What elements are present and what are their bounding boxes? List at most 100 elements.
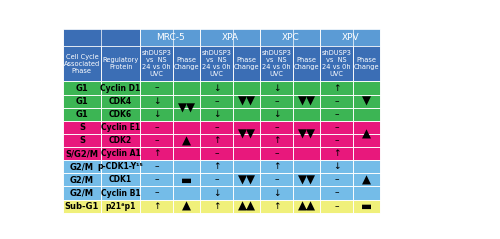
- Bar: [233, 160, 260, 173]
- Bar: [260, 81, 293, 95]
- Text: ▬: ▬: [361, 200, 372, 213]
- Bar: [260, 186, 293, 200]
- Bar: [101, 186, 140, 200]
- Text: ↑: ↑: [213, 136, 220, 145]
- Text: Cyclin B1: Cyclin B1: [101, 189, 140, 197]
- Bar: [293, 134, 320, 147]
- Bar: [200, 81, 233, 95]
- Text: S: S: [79, 136, 85, 145]
- Bar: [173, 147, 200, 160]
- Text: XPC: XPC: [282, 33, 299, 42]
- Text: –: –: [154, 189, 158, 197]
- Bar: [320, 121, 353, 134]
- Text: –: –: [154, 123, 158, 132]
- Bar: [101, 121, 140, 134]
- Text: –: –: [214, 97, 219, 106]
- Bar: [320, 160, 353, 173]
- Text: ↓: ↓: [213, 84, 220, 92]
- Bar: [260, 95, 293, 108]
- Text: ↑: ↑: [152, 149, 160, 158]
- Bar: [293, 121, 320, 134]
- Bar: [320, 200, 353, 213]
- Text: ▼▼: ▼▼: [298, 127, 316, 141]
- Bar: [173, 121, 200, 134]
- Text: S/G2/M: S/G2/M: [66, 149, 98, 158]
- Bar: [140, 95, 173, 108]
- Text: –: –: [334, 110, 339, 119]
- Bar: [233, 81, 260, 95]
- Text: ↑: ↑: [273, 202, 280, 211]
- Text: Sub-G1: Sub-G1: [64, 202, 99, 211]
- Bar: [140, 121, 173, 134]
- Bar: [62, 121, 101, 134]
- Text: ▼▼: ▼▼: [238, 174, 256, 186]
- Bar: [260, 173, 293, 186]
- Text: –: –: [154, 162, 158, 171]
- Bar: [140, 134, 173, 147]
- Bar: [140, 200, 173, 213]
- Text: ↓: ↓: [273, 189, 280, 197]
- Text: –: –: [274, 97, 279, 106]
- Bar: [101, 147, 140, 160]
- Bar: [62, 134, 101, 147]
- Bar: [200, 173, 233, 186]
- Text: –: –: [154, 175, 158, 185]
- Text: ↓: ↓: [273, 110, 280, 119]
- Text: –: –: [334, 97, 339, 106]
- Bar: [260, 46, 293, 81]
- Text: Cyclin A1: Cyclin A1: [101, 149, 140, 158]
- Text: ↑: ↑: [333, 149, 340, 158]
- Bar: [173, 46, 200, 81]
- Text: p21ᶞp1: p21ᶞp1: [106, 202, 136, 211]
- Bar: [200, 46, 233, 81]
- Text: G2/M: G2/M: [70, 175, 94, 185]
- Bar: [293, 186, 320, 200]
- Text: –: –: [334, 202, 339, 211]
- Bar: [233, 200, 260, 213]
- Bar: [353, 186, 380, 200]
- Text: shDUSP3
vs  NS
24 vs 0h
UVC: shDUSP3 vs NS 24 vs 0h UVC: [262, 50, 292, 77]
- Bar: [233, 186, 260, 200]
- Bar: [200, 200, 233, 213]
- Bar: [233, 147, 260, 160]
- Text: ▼: ▼: [362, 95, 371, 108]
- Text: –: –: [274, 149, 279, 158]
- Bar: [200, 186, 233, 200]
- Text: –: –: [274, 123, 279, 132]
- Text: –: –: [214, 175, 219, 185]
- Text: ▼▼: ▼▼: [178, 101, 196, 114]
- Bar: [101, 46, 140, 81]
- Text: XPA: XPA: [222, 33, 238, 42]
- Bar: [293, 46, 320, 81]
- Bar: [140, 46, 173, 81]
- Text: Regulatory
Protein: Regulatory Protein: [102, 57, 139, 70]
- Text: ↑: ↑: [152, 202, 160, 211]
- Text: –: –: [334, 136, 339, 145]
- Text: ▲: ▲: [362, 174, 371, 186]
- Bar: [353, 46, 380, 81]
- Text: ▼▼: ▼▼: [298, 95, 316, 108]
- Bar: [62, 186, 101, 200]
- Text: G1: G1: [76, 110, 88, 119]
- Bar: [353, 160, 380, 173]
- Bar: [62, 200, 101, 213]
- Text: ▼▼: ▼▼: [238, 95, 256, 108]
- Bar: [200, 134, 233, 147]
- Bar: [101, 173, 140, 186]
- Bar: [140, 108, 173, 121]
- Text: –: –: [334, 189, 339, 197]
- Text: shDUSP3
vs  NS
24 vs 0h
UVC: shDUSP3 vs NS 24 vs 0h UVC: [202, 50, 232, 77]
- Bar: [140, 186, 173, 200]
- Bar: [200, 147, 233, 160]
- Text: –: –: [154, 136, 158, 145]
- Bar: [233, 121, 260, 134]
- Text: ↓: ↓: [152, 110, 160, 119]
- Text: S: S: [79, 123, 85, 132]
- Bar: [233, 134, 260, 147]
- Text: Phase
Change: Phase Change: [294, 57, 320, 70]
- Text: ↓: ↓: [273, 84, 280, 92]
- Bar: [140, 160, 173, 173]
- Text: XPV: XPV: [342, 33, 359, 42]
- Bar: [293, 160, 320, 173]
- Bar: [200, 160, 233, 173]
